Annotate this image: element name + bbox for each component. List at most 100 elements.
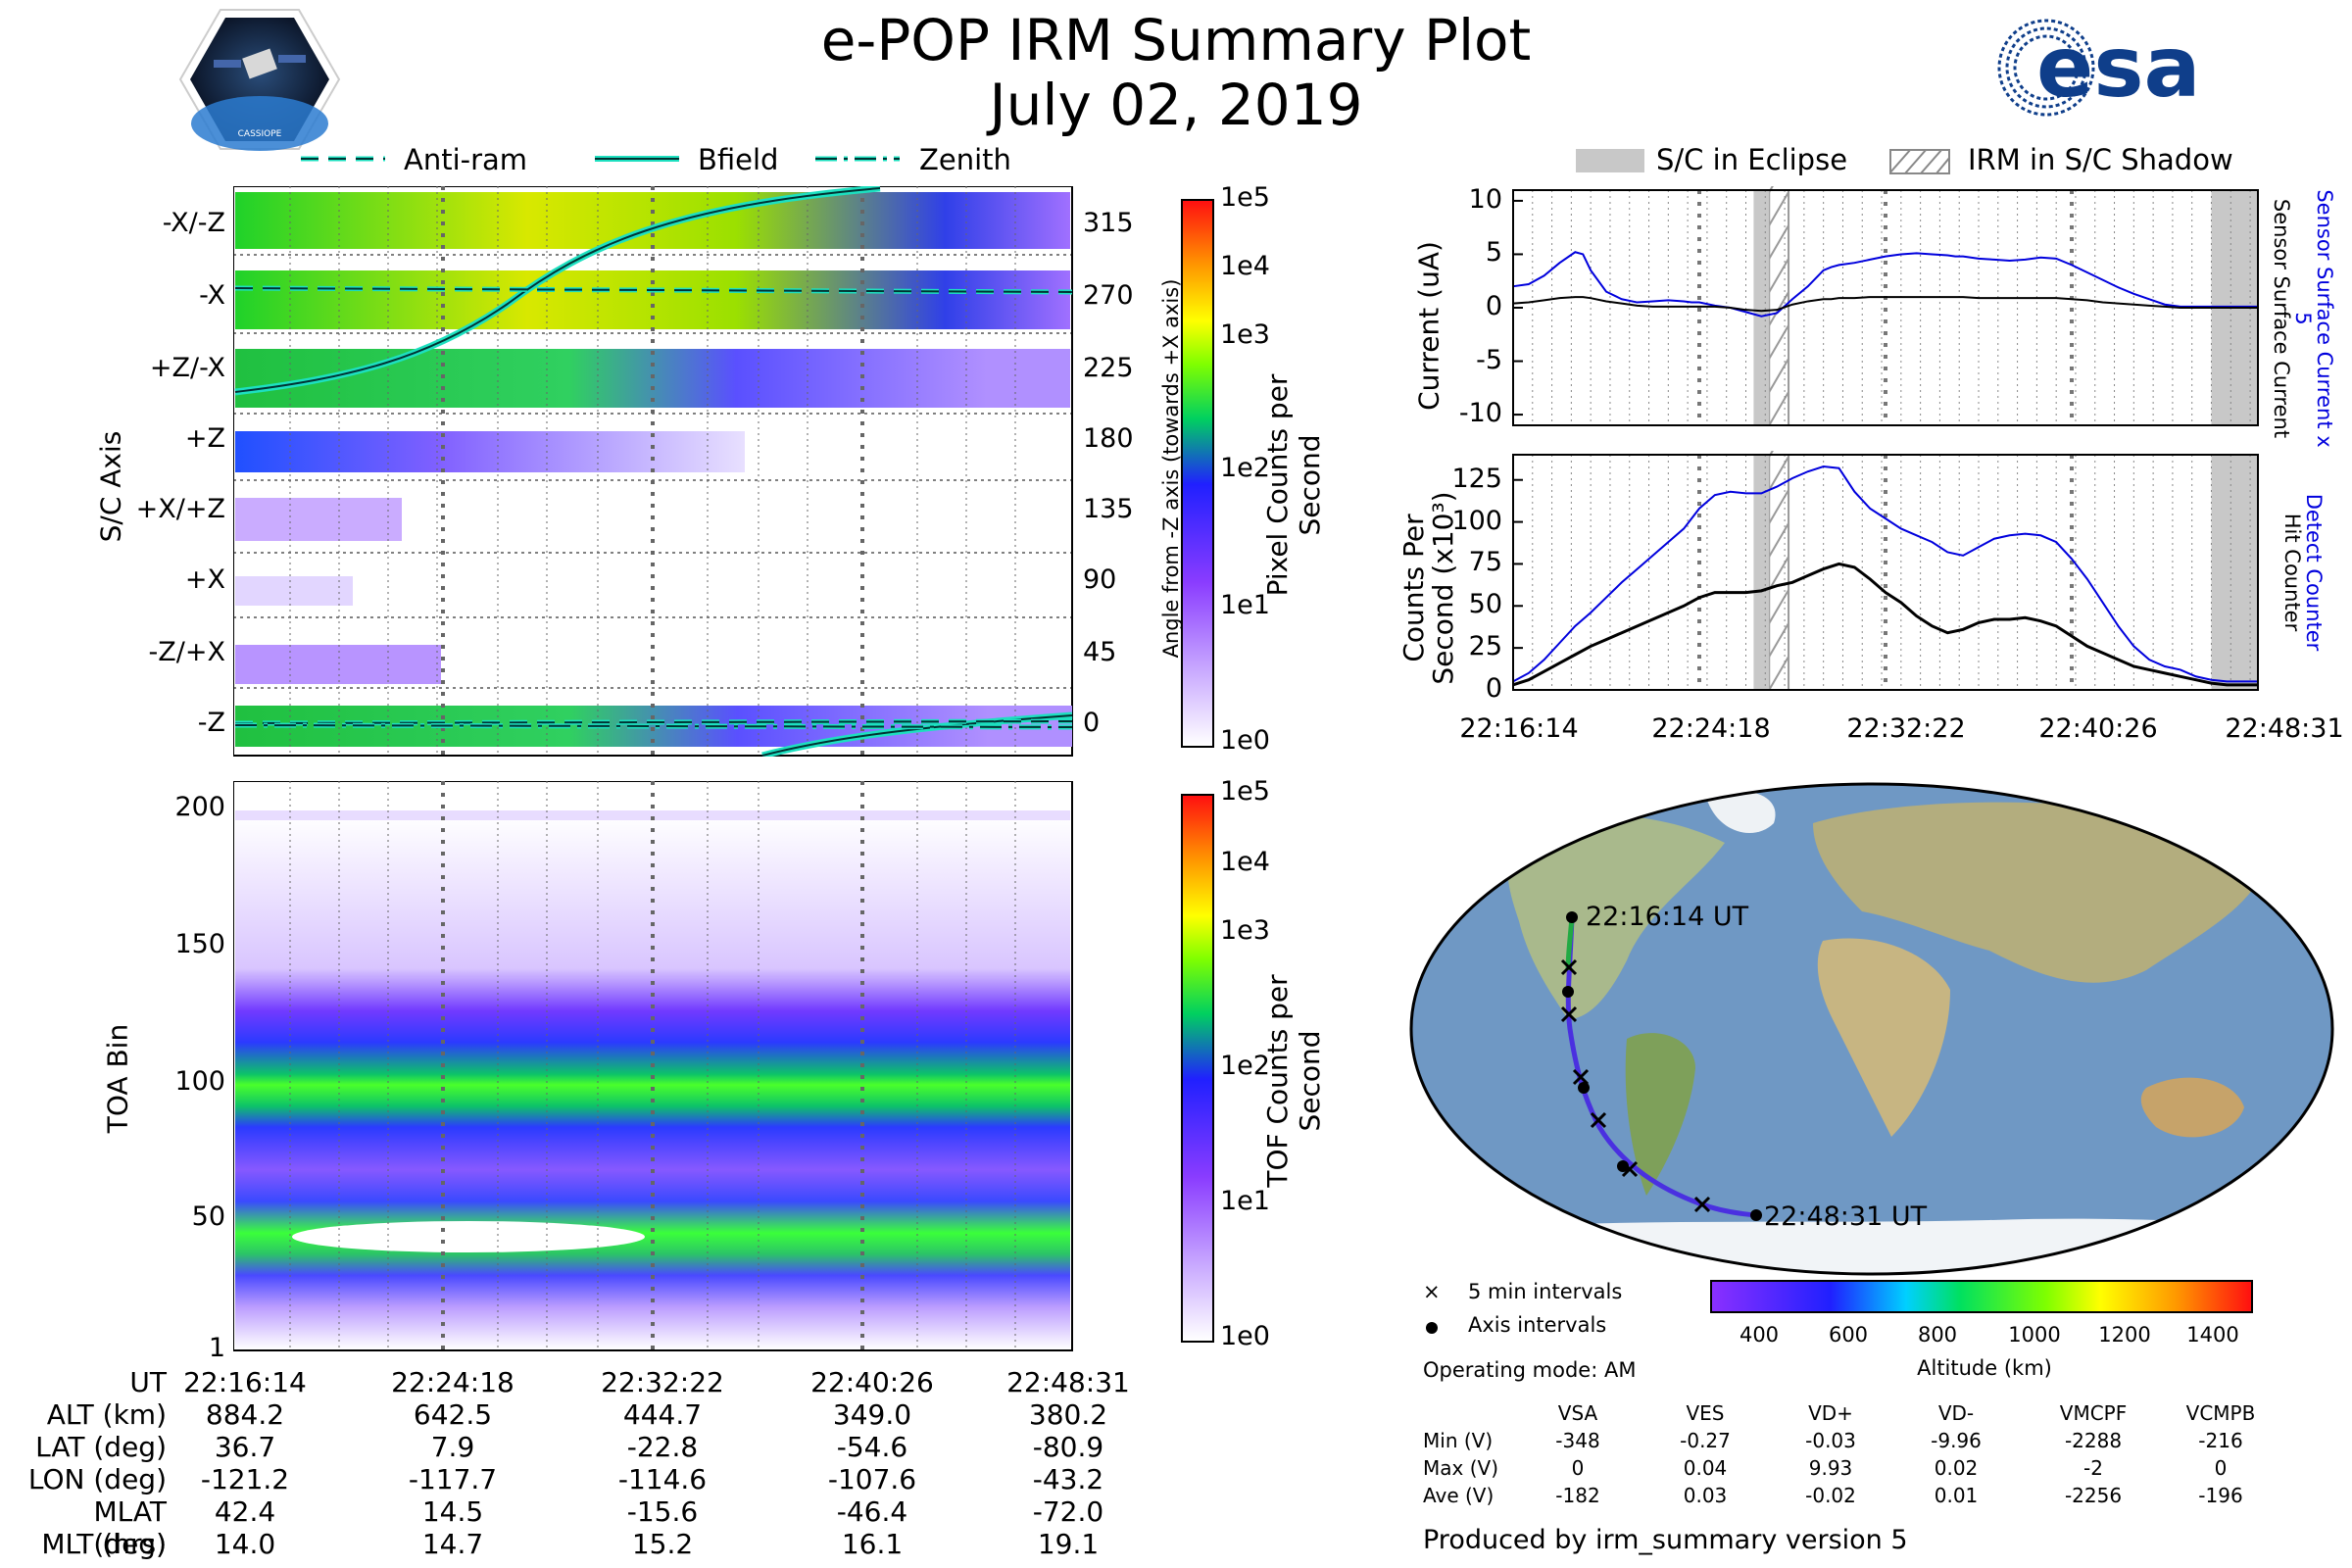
track-start-label: 22:16:14 UT (1586, 902, 1749, 932)
cell: 19.1 (1037, 1528, 1100, 1560)
eclipse-region (2211, 455, 2258, 690)
cell: 15.2 (631, 1528, 694, 1560)
angle-label: 180 (1083, 423, 1134, 454)
legend-anti-ram: Anti-ram (404, 143, 528, 176)
colorbar-tick: 1e1 (1220, 590, 1270, 620)
axis-label: -Z (197, 708, 225, 738)
counts-chart (1512, 451, 2259, 691)
track-end-label: 22:48:31 UT (1764, 1201, 1928, 1232)
tof-ytick: 50 (191, 1201, 225, 1232)
cell: 16.1 (841, 1528, 904, 1560)
title-line-1: e-POP IRM Summary Plot (820, 7, 1532, 74)
label-detect-counter: Detect Counter (2302, 493, 2326, 652)
tof-ytick: 100 (174, 1066, 225, 1097)
colorbar-tick: 1e0 (1220, 725, 1270, 756)
cell: 42.4 (214, 1495, 276, 1528)
axis-label: -X (199, 280, 225, 311)
voltage-cell: -9.96 (1931, 1429, 1982, 1452)
voltage-cell: -196 (2198, 1484, 2243, 1507)
tof-colorbar-label: TOF Counts per Second (1261, 974, 1326, 1188)
eclipse-region (1753, 190, 1770, 425)
series-line-secondary (1512, 562, 2258, 687)
pixel-panel (233, 186, 1073, 757)
plot-frame (1512, 454, 2259, 691)
counts-ytick: 75 (1468, 547, 1502, 578)
antiram-legend-line (301, 156, 385, 162)
voltage-cell: -348 (1555, 1429, 1600, 1452)
altitude-tick: 600 (1828, 1323, 1869, 1347)
cell: 22:48:31 (1006, 1366, 1130, 1398)
axis-label: +X/+Z (135, 494, 225, 524)
voltage-cell: 0.01 (1934, 1484, 1979, 1507)
row-label: MLT (hrs) (41, 1528, 167, 1560)
hatch-line (1768, 391, 1789, 426)
altitude-colorbar (1710, 1280, 2253, 1313)
cell: -114.6 (617, 1463, 708, 1495)
voltage-cell: -182 (1555, 1484, 1600, 1507)
counts-ytick: 0 (1485, 673, 1502, 704)
footer-text: Produced by irm_summary version 5 (1423, 1525, 1908, 1555)
cell: 7.9 (430, 1431, 475, 1463)
hatch-line (1768, 522, 1789, 558)
cell: -22.8 (626, 1431, 699, 1463)
angle-label: 90 (1083, 564, 1117, 595)
altitude-tick: 1200 (2098, 1323, 2151, 1347)
colorbar-tick: 1e2 (1220, 1051, 1270, 1081)
hatch-line (1768, 224, 1789, 260)
tof-colorbar (1181, 794, 1214, 1343)
colorbar-tick: 1e1 (1220, 1186, 1270, 1216)
legend-zenith: Zenith (919, 143, 1011, 176)
hatch-line (1768, 358, 1789, 393)
cell: 14.7 (421, 1528, 484, 1560)
cell: -80.9 (1032, 1431, 1104, 1463)
cell: 22:40:26 (810, 1366, 934, 1398)
cell: 14.0 (214, 1528, 276, 1560)
legend-dot-marker (1426, 1322, 1438, 1334)
cell: 22:32:22 (601, 1366, 724, 1398)
hatch-line (1768, 186, 1774, 193)
title-line-2: July 02, 2019 (989, 72, 1363, 138)
time-tick: 22:48:31 (2225, 713, 2344, 744)
axis-label: +Z/-X (149, 353, 225, 383)
row-label: UT (129, 1366, 167, 1398)
shadow-swatch (1889, 149, 1950, 174)
ephemeris-column: 22:24:18 642.5 7.9 -117.7 14.5 14.7 (374, 1366, 531, 1560)
cell: -107.6 (827, 1463, 917, 1495)
esa-logo: esa (1997, 19, 2201, 117)
colorbar-tick: 1e4 (1220, 251, 1270, 281)
altitude-tick: 1400 (2186, 1323, 2239, 1347)
series-line-primary (1512, 251, 2258, 318)
hatch-line (1768, 622, 1789, 658)
pixel-ylabel: S/C Axis (94, 430, 127, 543)
axis-label: +Z (184, 423, 225, 454)
voltage-cell: -2256 (2064, 1484, 2123, 1507)
voltage-cell: -216 (2198, 1429, 2243, 1452)
altitude-label: Altitude (km) (1917, 1356, 2052, 1380)
legend-eclipse: S/C in Eclipse (1656, 143, 1848, 176)
africa (1817, 938, 1950, 1137)
legend-five-min: 5 min intervals (1468, 1280, 1623, 1303)
angle-axis-title: Angle from -Z axis (towards +X axis) (1159, 278, 1183, 659)
plot-title: e-POP IRM Summary Plot July 02, 2019 (686, 8, 1666, 137)
eclipse-swatch (1576, 149, 1644, 172)
tof-ytick: 150 (174, 929, 225, 959)
tof-ylabel: TOA Bin (101, 1023, 134, 1134)
row-label: LON (deg) (27, 1463, 167, 1495)
time-tick: 22:40:26 (2038, 713, 2158, 744)
legend-shadow: IRM in S/C Shadow (1968, 143, 2233, 176)
angle-label: 315 (1083, 208, 1134, 238)
voltage-header: VSA (1557, 1401, 1598, 1425)
series-line-primary (1512, 465, 2258, 683)
colorbar-tick: 1e4 (1220, 847, 1270, 877)
voltage-row-label: Min (V) (1423, 1429, 1494, 1452)
current-ytick: -5 (1476, 344, 1502, 375)
current-ytick: -10 (1458, 398, 1502, 429)
row-label: LAT (deg) (35, 1431, 167, 1463)
hatch-line (1768, 451, 1774, 458)
greenland (1705, 790, 1776, 833)
cell: -43.2 (1032, 1463, 1104, 1495)
world-map (1409, 782, 2334, 1276)
voltage-row-label: Ave (V) (1423, 1484, 1494, 1507)
colorbar-tick: 1e3 (1220, 319, 1270, 350)
cell: -54.6 (836, 1431, 908, 1463)
